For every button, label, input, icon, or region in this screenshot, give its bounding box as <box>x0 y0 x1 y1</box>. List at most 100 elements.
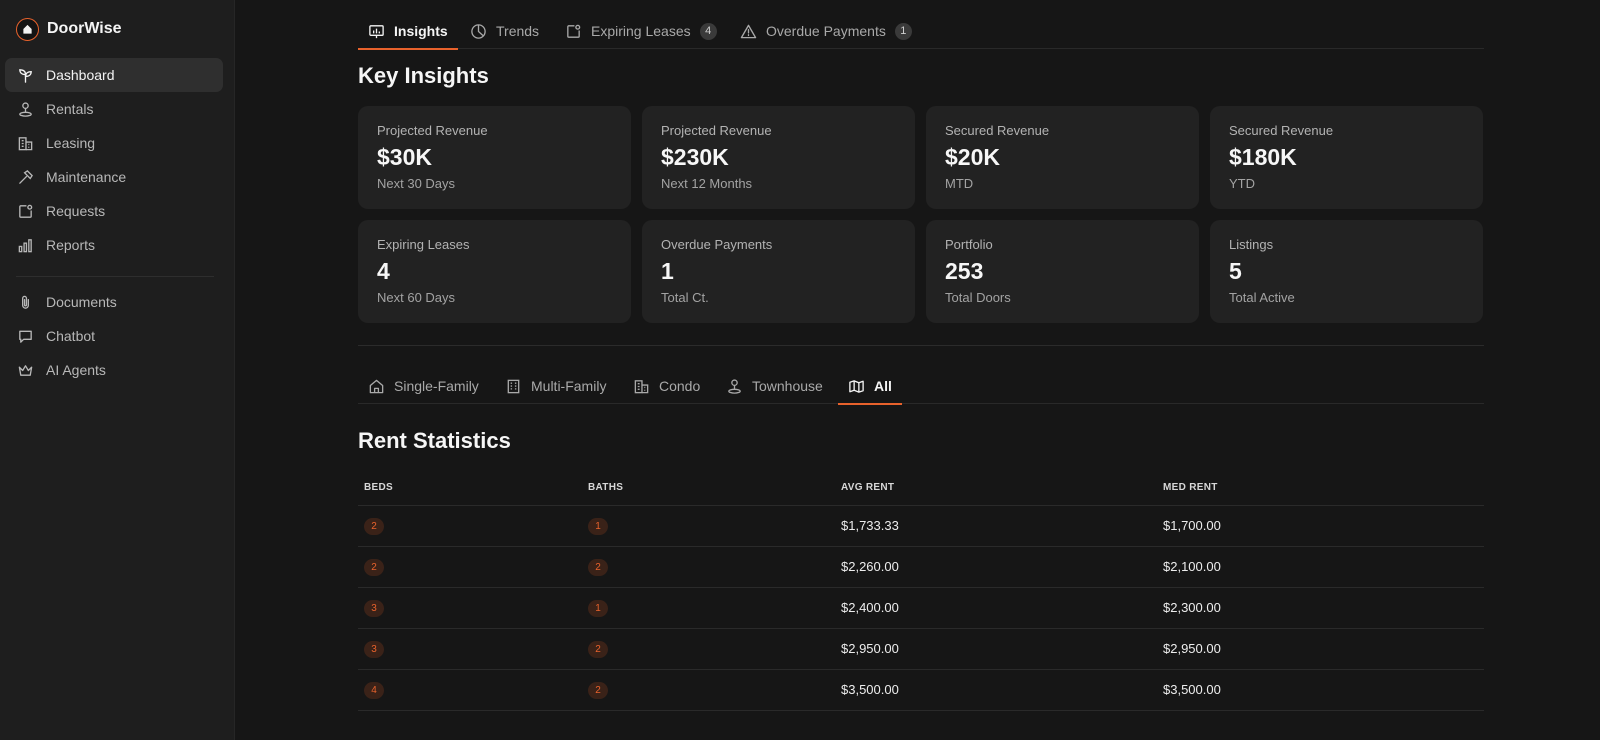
card-projected-revenue-30-days[interactable]: Projected Revenue $30K Next 30 Days <box>358 106 631 209</box>
sidebar-item-chatbot[interactable]: Chatbot <box>5 319 223 353</box>
tab-label: Multi-Family <box>531 378 607 394</box>
doorwise-logo-icon <box>16 17 39 41</box>
card-sub: YTD <box>1229 176 1255 191</box>
card-expiring-leases[interactable]: Expiring Leases 4 Next 60 Days <box>358 220 631 323</box>
card-value: $30K <box>377 144 432 170</box>
table-row[interactable]: 2 2 $2,260.00 $2,100.00 <box>358 546 1484 588</box>
card-projected-revenue-12-months[interactable]: Projected Revenue $230K Next 12 Months <box>642 106 915 209</box>
note-badge-icon <box>567 24 581 38</box>
tab-label: Townhouse <box>752 378 823 394</box>
tab-townhouse[interactable]: Townhouse <box>716 368 833 404</box>
sidebar-item-requests[interactable]: Requests <box>5 194 223 228</box>
table-row[interactable]: 4 2 $3,500.00 $3,500.00 <box>358 669 1484 711</box>
tab-label: Condo <box>659 378 701 394</box>
card-label: Expiring Leases <box>377 237 470 252</box>
card-secured-revenue-mtd[interactable]: Secured Revenue $20K MTD <box>926 106 1199 209</box>
card-listings[interactable]: Listings 5 Total Active <box>1210 220 1483 323</box>
card-value: $20K <box>945 144 1000 170</box>
beds-badge: 3 <box>364 640 384 658</box>
note-badge-icon <box>19 204 33 218</box>
beds-cell: 3 <box>358 587 582 629</box>
buildings-icon <box>634 379 649 393</box>
card-overdue-payments[interactable]: Overdue Payments 1 Total Ct. <box>642 220 915 323</box>
med-rent-cell: $1,700.00 <box>1157 505 1484 547</box>
presentation-chart-icon <box>369 24 384 38</box>
med-rent-cell: $2,950.00 <box>1157 628 1484 670</box>
sidebar-item-label: Rentals <box>46 101 94 117</box>
card-label: Secured Revenue <box>1229 123 1334 138</box>
sidebar-item-maintenance[interactable]: Maintenance <box>5 160 223 194</box>
baths-badge: 2 <box>588 640 608 658</box>
baths-cell: 1 <box>582 505 835 547</box>
card-sub: Next 30 Days <box>377 176 456 191</box>
card-value: $230K <box>661 144 729 170</box>
column-header-med-rent[interactable]: MED RENT <box>1157 470 1484 506</box>
hammer-icon <box>19 169 33 184</box>
card-secured-revenue-ytd[interactable]: Secured Revenue $180K YTD <box>1210 106 1483 209</box>
tab-expiring-leases[interactable]: Expiring Leases 4 <box>555 13 727 49</box>
tab-label: Overdue Payments <box>766 23 886 39</box>
beds-cell: 3 <box>358 628 582 670</box>
tab-insights[interactable]: Insights <box>358 13 458 50</box>
med-rent-cell: $2,300.00 <box>1157 587 1484 629</box>
paperclip-icon <box>22 295 29 309</box>
card-label: Listings <box>1229 237 1274 252</box>
card-sub: Total Active <box>1229 290 1295 305</box>
app-name: DoorWise <box>47 20 122 37</box>
beds-badge: 3 <box>364 599 384 617</box>
baths-badge: 2 <box>588 558 608 576</box>
sidebar: DoorWise Dashboard Rentals Leasing Maint… <box>0 0 235 740</box>
card-portfolio[interactable]: Portfolio 253 Total Doors <box>926 220 1199 323</box>
tab-overdue-payments[interactable]: Overdue Payments 1 <box>730 13 922 49</box>
baths-cell: 1 <box>582 587 835 629</box>
column-header-avg-rent[interactable]: AVG RENT <box>835 470 1157 506</box>
sidebar-item-leasing[interactable]: Leasing <box>5 126 223 160</box>
card-value: 1 <box>661 258 674 284</box>
column-header-baths[interactable]: BATHS <box>582 470 835 506</box>
tab-all[interactable]: All <box>838 368 902 405</box>
sidebar-item-documents[interactable]: Documents <box>5 285 223 319</box>
sidebar-item-dashboard[interactable]: Dashboard <box>5 58 223 92</box>
brand[interactable]: DoorWise <box>16 17 122 41</box>
map-pin-user-icon <box>19 101 32 117</box>
card-sub: Next 12 Months <box>661 176 753 191</box>
card-sub: Total Ct. <box>661 290 709 305</box>
baths-cell: 2 <box>582 669 835 711</box>
sidebar-item-ai-agents[interactable]: AI Agents <box>5 353 223 387</box>
sidebar-divider <box>16 276 214 277</box>
table-row[interactable]: 3 1 $2,400.00 $2,300.00 <box>358 587 1484 629</box>
baths-badge: 2 <box>588 681 608 699</box>
tab-single-family[interactable]: Single-Family <box>358 368 489 404</box>
avg-rent-cell: $1,733.33 <box>835 505 1157 547</box>
avg-rent-cell: $2,260.00 <box>835 546 1157 588</box>
beds-badge: 2 <box>364 517 384 535</box>
sidebar-item-rentals[interactable]: Rentals <box>5 92 223 126</box>
card-label: Overdue Payments <box>661 237 773 252</box>
tab-label: Expiring Leases <box>591 23 691 39</box>
card-sub: Next 60 Days <box>377 290 456 305</box>
tab-multi-family[interactable]: Multi-Family <box>495 368 616 404</box>
card-label: Portfolio <box>945 237 993 252</box>
buildings-icon <box>18 136 33 150</box>
pie-chart-icon <box>471 23 486 39</box>
baths-cell: 2 <box>582 546 835 588</box>
apartment-building-icon <box>507 379 520 393</box>
beds-badge: 4 <box>364 681 384 699</box>
column-header-beds[interactable]: BEDS <box>358 470 582 506</box>
map-icon <box>849 379 864 393</box>
table-row[interactable]: 3 2 $2,950.00 $2,950.00 <box>358 628 1484 670</box>
card-sub: Total Doors <box>945 290 1011 305</box>
tab-condo[interactable]: Condo <box>623 368 710 404</box>
card-label: Projected Revenue <box>661 123 772 138</box>
card-label: Projected Revenue <box>377 123 488 138</box>
card-value: 4 <box>377 258 390 284</box>
sidebar-item-reports[interactable]: Reports <box>5 228 223 262</box>
sidebar-item-label: Chatbot <box>46 328 96 344</box>
table-row[interactable]: 2 1 $1,733.33 $1,700.00 <box>358 505 1484 547</box>
sidebar-item-label: Documents <box>46 294 117 310</box>
sidebar-item-label: Dashboard <box>46 67 115 83</box>
tab-trends[interactable]: Trends <box>460 13 549 49</box>
tab-label: Single-Family <box>394 378 479 394</box>
card-sub: MTD <box>945 176 974 191</box>
beds-cell: 4 <box>358 669 582 711</box>
